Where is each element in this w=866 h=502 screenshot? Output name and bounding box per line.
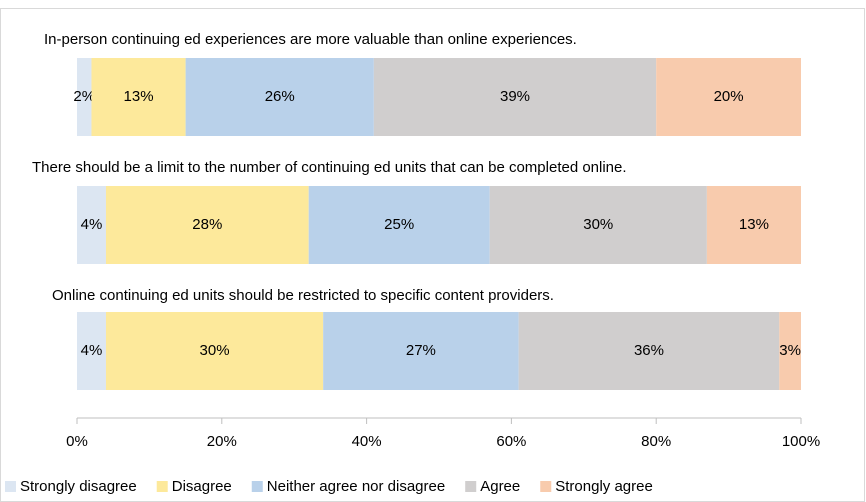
question-label: In-person continuing ed experiences are … — [44, 31, 577, 48]
bar-segment — [518, 312, 780, 390]
x-tick-label: 80% — [641, 433, 671, 450]
bar-segment — [185, 58, 374, 136]
bar-segment — [77, 186, 106, 264]
bar-segment — [706, 186, 801, 264]
value-label: 36% — [634, 342, 664, 359]
bar-segment — [489, 186, 707, 264]
legend-label: Disagree — [172, 478, 232, 495]
value-label: 4% — [81, 342, 103, 359]
value-label: 30% — [200, 342, 230, 359]
bar-segment — [373, 58, 657, 136]
value-label: 30% — [583, 216, 613, 233]
legend-swatch — [465, 481, 477, 492]
x-tick-label: 40% — [352, 433, 382, 450]
value-label: 25% — [384, 216, 414, 233]
bar-segment — [77, 312, 106, 390]
legend-swatch — [251, 481, 263, 492]
value-label: 20% — [714, 88, 744, 105]
value-label: 13% — [739, 216, 769, 233]
value-label: 2% — [73, 88, 95, 105]
bar-segment — [105, 186, 309, 264]
bar-segment — [77, 58, 92, 136]
legend-swatch — [5, 481, 16, 492]
x-tick-label: 100% — [782, 433, 820, 450]
bar-segment — [656, 58, 801, 136]
question-label: There should be a limit to the number of… — [32, 159, 627, 176]
x-tick-label: 60% — [496, 433, 526, 450]
bar-segment — [323, 312, 519, 390]
value-label: 28% — [192, 216, 222, 233]
legend-swatch — [540, 481, 552, 492]
bar-segment — [779, 312, 801, 390]
x-tick-label: 0% — [66, 433, 88, 450]
value-label: 4% — [81, 216, 103, 233]
legend-label: Strongly disagree — [20, 478, 137, 495]
value-label: 26% — [265, 88, 295, 105]
value-label: 27% — [406, 342, 436, 359]
legend-label: Strongly agree — [555, 478, 653, 495]
question-label: Online continuing ed units should be res… — [52, 287, 554, 304]
value-label: 39% — [500, 88, 530, 105]
bar-segment — [91, 58, 186, 136]
legend-label: Neither agree nor disagree — [267, 478, 445, 495]
legend-label: Agree — [480, 478, 520, 495]
x-tick-label: 20% — [207, 433, 237, 450]
value-label: 13% — [124, 88, 154, 105]
bar-segment — [105, 312, 324, 390]
legend-swatch — [156, 481, 168, 492]
value-label: 3% — [779, 342, 801, 359]
bar-segment — [308, 186, 490, 264]
